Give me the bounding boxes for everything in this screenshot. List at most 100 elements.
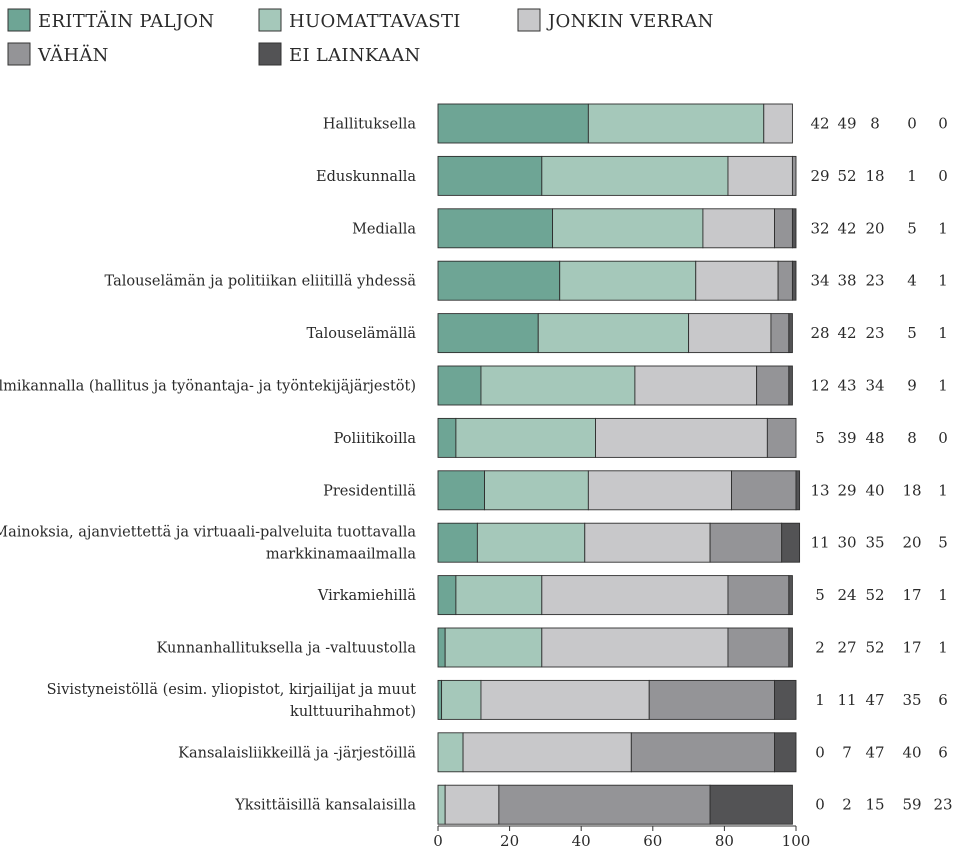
value-label: 6 bbox=[938, 691, 948, 709]
x-tick-label: 60 bbox=[643, 832, 662, 850]
value-label: 20 bbox=[902, 534, 921, 552]
legend-label-1: ERITTÄIN PALJON bbox=[38, 9, 214, 32]
legend-label-3: JONKIN VERRAN bbox=[546, 11, 714, 32]
value-label: 23 bbox=[865, 324, 884, 342]
bar-segment bbox=[437, 260, 561, 301]
bar-segment bbox=[777, 260, 793, 301]
category-label: Sivistyneistöllä (esim. yliopistot, kirj… bbox=[47, 682, 417, 698]
bar-segment bbox=[441, 679, 482, 720]
bars bbox=[437, 103, 801, 825]
value-label: 11 bbox=[837, 691, 856, 709]
value-label: 5 bbox=[938, 534, 948, 552]
bar-segment bbox=[480, 365, 636, 406]
value-label: 42 bbox=[810, 115, 829, 133]
value-label: 6 bbox=[938, 743, 948, 761]
x-axis: 0 20 40 60 80 100 bbox=[433, 825, 811, 850]
bar-segment bbox=[437, 365, 482, 406]
value-label: 38 bbox=[837, 272, 856, 290]
value-label: 29 bbox=[810, 167, 829, 185]
x-tick-label: 100 bbox=[782, 832, 811, 850]
bar-segment bbox=[437, 155, 543, 196]
bar-segment bbox=[541, 575, 729, 616]
bar-segment bbox=[774, 679, 797, 720]
value-label: 34 bbox=[865, 377, 884, 395]
value-label: 5 bbox=[907, 219, 917, 237]
bar-segment bbox=[437, 208, 554, 249]
value-label: 20 bbox=[865, 219, 884, 237]
bar-segment bbox=[709, 784, 793, 825]
value-label: 0 bbox=[938, 167, 948, 185]
value-label: 52 bbox=[865, 586, 884, 604]
bar-segment bbox=[763, 103, 793, 144]
value-label: 52 bbox=[865, 639, 884, 657]
category-label: Talouselämän ja politiikan eliitillä yhd… bbox=[105, 274, 417, 290]
category-label: Mainoksia, ajanviettettä ja virtuaali-pa… bbox=[0, 525, 416, 541]
bar-segment bbox=[709, 522, 783, 563]
value-label: 0 bbox=[815, 796, 825, 814]
category-labels: Hallituksella Eduskunnalla Medialla Talouse… bbox=[0, 117, 416, 814]
bar-segment bbox=[595, 417, 768, 458]
bar-segment bbox=[437, 417, 457, 458]
bar-segment bbox=[774, 732, 797, 773]
value-label: 35 bbox=[865, 534, 884, 552]
value-label: 1 bbox=[815, 691, 825, 709]
bar-segment bbox=[795, 470, 801, 511]
bar-segment bbox=[537, 313, 690, 354]
value-label: 30 bbox=[837, 534, 856, 552]
value-label: 34 bbox=[810, 272, 829, 290]
bar-segment bbox=[702, 208, 775, 249]
bar-segment bbox=[552, 208, 704, 249]
value-label: 11 bbox=[810, 534, 829, 552]
x-tick-label: 0 bbox=[433, 832, 443, 850]
value-label: 8 bbox=[907, 429, 917, 447]
category-label: markkinamaailmalla bbox=[266, 547, 417, 563]
value-label: 0 bbox=[815, 743, 825, 761]
bar-segment bbox=[480, 679, 650, 720]
legend-swatch-4 bbox=[7, 42, 31, 66]
bar-segment bbox=[437, 470, 485, 511]
legend-swatch-5 bbox=[258, 42, 282, 66]
bar-segment bbox=[788, 313, 793, 354]
legend-label-5: EI LAINKAAN bbox=[289, 45, 421, 66]
bar-segment bbox=[541, 627, 729, 668]
bar-segment bbox=[476, 522, 586, 563]
category-label: Hallituksella bbox=[323, 117, 416, 133]
value-label: 15 bbox=[865, 796, 884, 814]
value-label: 9 bbox=[907, 377, 917, 395]
bar-segment bbox=[788, 575, 793, 616]
bar-segment bbox=[788, 365, 793, 406]
value-label: 18 bbox=[902, 481, 921, 499]
legend-swatch-3 bbox=[517, 8, 541, 32]
bar-segment bbox=[541, 155, 729, 196]
category-label: Eduskunnalla bbox=[316, 169, 416, 185]
value-label: 4 bbox=[907, 272, 917, 290]
bar-segment bbox=[727, 575, 790, 616]
category-label: kulttuurihahmot) bbox=[290, 704, 416, 720]
value-label: 5 bbox=[815, 429, 825, 447]
bar-segment bbox=[791, 260, 797, 301]
value-label: 1 bbox=[938, 272, 948, 290]
value-label: 40 bbox=[902, 743, 921, 761]
x-tick-label: 80 bbox=[715, 832, 734, 850]
bar-segment bbox=[791, 208, 797, 249]
value-label: 39 bbox=[837, 429, 856, 447]
category-label: Poliitikoilla bbox=[334, 431, 417, 447]
value-label: 59 bbox=[902, 796, 921, 814]
legend-label-2: HUOMATTAVASTI bbox=[289, 11, 461, 32]
category-label: Yksittäisillä kansalaisilla bbox=[234, 798, 416, 814]
category-label: Kolmikannalla (hallitus ja työnantaja- j… bbox=[0, 379, 416, 395]
bar-segment bbox=[774, 208, 793, 249]
bar-segment bbox=[587, 470, 733, 511]
legend-swatch-1 bbox=[7, 8, 31, 32]
value-label: 2 bbox=[815, 639, 825, 657]
value-label: 1 bbox=[938, 377, 948, 395]
value-label: 49 bbox=[837, 115, 856, 133]
value-label: 40 bbox=[865, 481, 884, 499]
bar-segment bbox=[630, 732, 775, 773]
value-label: 42 bbox=[837, 219, 856, 237]
legend-label-4: VÄHÄN bbox=[37, 43, 109, 66]
bar-segment bbox=[437, 732, 464, 773]
bar-segment bbox=[781, 522, 801, 563]
bar-segment bbox=[727, 627, 790, 668]
value-label: 1 bbox=[938, 481, 948, 499]
